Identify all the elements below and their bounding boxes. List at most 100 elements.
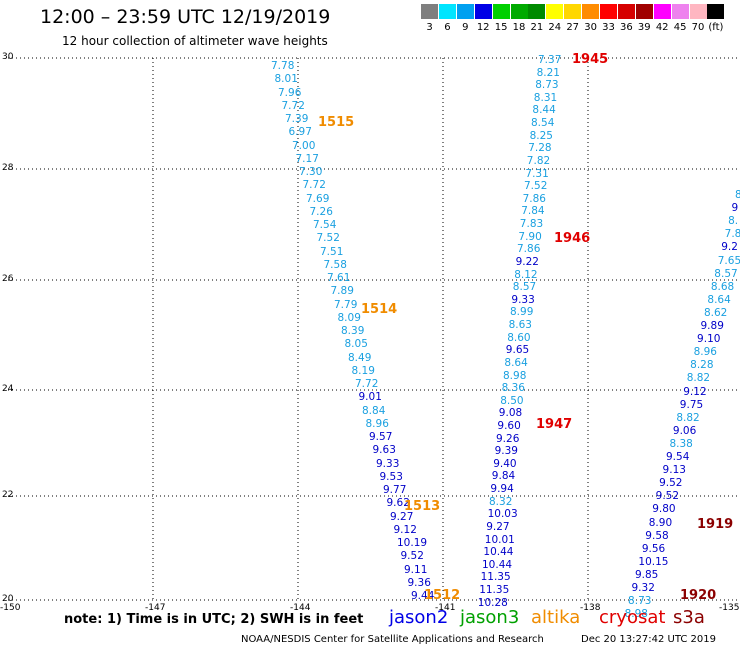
longitude-label: -150 <box>0 603 21 613</box>
wave-height-value: 6.97 <box>288 126 312 139</box>
wave-height-value: 10.44 <box>482 558 513 571</box>
wave-height-value: 9.40 <box>493 457 517 470</box>
legend-item-s3a: s3a <box>673 607 705 628</box>
latitude-label: 24 <box>2 384 14 394</box>
wave-height-value: 8.31 <box>533 91 558 104</box>
wave-height-value: 9.85 <box>634 568 659 581</box>
wave-height-value: 7.30 <box>299 166 323 178</box>
wave-height-value: 9.89 <box>700 320 724 332</box>
page-subtitle: 12 hour collection of altimeter wave hei… <box>62 34 328 48</box>
scale-label: 70 <box>691 22 705 33</box>
wave-height-value: 7.65 <box>717 254 740 267</box>
pass-time-label: 1946 <box>554 231 591 246</box>
scale-swatch <box>671 4 689 19</box>
latitude-label: 26 <box>2 274 14 284</box>
wave-height-value: 8.64 <box>504 356 528 369</box>
wave-height-value: 9.77 <box>383 484 407 496</box>
wave-height-value: 10.19 <box>397 537 428 549</box>
wave-height-value: 7.58 <box>323 258 347 271</box>
wave-height-value: 9.27 <box>390 510 414 523</box>
latitude-label: 30 <box>2 52 14 62</box>
wave-height-value: 8. <box>728 215 739 228</box>
wave-height-value: 9.52 <box>655 490 680 503</box>
wave-height-value: 9.32 <box>631 582 655 594</box>
wave-height-value: 9.06 <box>672 424 697 437</box>
scale-label: 30 <box>584 22 597 33</box>
footer-timestamp: Dec 20 13:27:42 UTC 2019 <box>581 634 716 645</box>
wave-height-value: 7.17 <box>295 152 319 165</box>
wave-height-value: 7.84 <box>521 205 545 218</box>
scale-swatch <box>600 4 617 19</box>
wave-height-value: 11.35 <box>479 584 510 597</box>
scale-swatch <box>617 4 635 19</box>
wave-height-value: 7.39 <box>285 113 309 125</box>
pass-time-label: 1945 <box>572 52 609 67</box>
pass-time-label: 1513 <box>404 499 441 514</box>
scale-swatch <box>546 4 564 19</box>
wave-height-value: 9.01 <box>358 391 382 404</box>
longitude-label: -138 <box>580 603 601 613</box>
wave-height-value: 9.12 <box>393 523 417 536</box>
wave-height-value: 8.99 <box>510 306 534 319</box>
scale-swatch <box>689 4 707 19</box>
wave-height-value: 8.84 <box>362 404 386 417</box>
scale-swatch <box>421 4 438 19</box>
wave-height-value: 9.52 <box>400 550 424 563</box>
wave-height-value: 9.58 <box>645 529 669 542</box>
latitude-label: 20 <box>2 594 14 604</box>
wave-height-value: 8.01 <box>274 73 298 86</box>
wave-height-value: 8.64 <box>707 293 731 306</box>
wave-height-value: 7.52 <box>524 180 548 193</box>
wave-height-value: 7.86 <box>517 243 541 256</box>
wave-height-value: 9.80 <box>652 503 676 516</box>
wave-height-value: 9.26 <box>496 432 520 445</box>
scale-swatch <box>582 4 600 19</box>
scale-swatch <box>438 4 456 19</box>
scale-swatch <box>635 4 653 19</box>
wave-height-value: 9 <box>731 202 739 215</box>
wave-height-value: 9.10 <box>697 333 721 346</box>
scale-label: 33 <box>602 22 615 33</box>
wave-height-value: 8.28 <box>690 359 714 372</box>
scale-swatch <box>528 4 546 19</box>
pass-time-label: 1920 <box>680 588 717 603</box>
scale-swatch <box>492 4 510 19</box>
wave-height-value: 7.69 <box>306 192 330 205</box>
scale-swatch <box>653 4 671 19</box>
wave-height-value: 7.78 <box>271 60 295 72</box>
wave-height-value: 8.36 <box>501 382 525 395</box>
scale-swatch <box>474 4 492 19</box>
wave-height-value: 10.15 <box>638 555 669 568</box>
wave-height-value: 10.44 <box>483 546 514 559</box>
wave-height-value: 8.50 <box>500 394 524 407</box>
longitude-label: -141 <box>435 603 456 613</box>
wave-height-value: 11.35 <box>480 571 511 584</box>
scale-swatch <box>707 4 725 19</box>
longitude-label: -144 <box>290 603 311 613</box>
wave-height-value: 8.96 <box>365 417 389 430</box>
scale-label: 3 <box>426 22 433 33</box>
wave-height-value: 7.72 <box>302 179 326 192</box>
wave-height-value: 7.37 <box>538 54 562 66</box>
wave-height-value: 8.05 <box>344 338 368 351</box>
wave-height-value: 8.62 <box>703 306 728 319</box>
wave-height-value: 7.83 <box>519 218 544 231</box>
wave-height-value: 10.03 <box>487 508 518 521</box>
wave-height-value: 8.09 <box>337 311 361 324</box>
wave-height-value: 7.00 <box>292 139 316 152</box>
latitude-label: 22 <box>2 490 14 500</box>
scale-label: 15 <box>494 22 508 33</box>
wave-height-value: 7.90 <box>518 230 542 243</box>
note-text: note: 1) Time is in UTC; 2) SWH is in fe… <box>64 612 364 627</box>
wave-height-value: 7.89 <box>330 285 354 298</box>
wave-height-value: 8.98 <box>624 608 648 621</box>
latitude-label: 28 <box>2 163 14 173</box>
wave-height-value: 7.72 <box>281 99 305 112</box>
wave-height-value: 9.08 <box>498 407 523 420</box>
wave-height-value: 9.36 <box>407 576 431 589</box>
wave-height-value: 8.57 <box>714 267 738 280</box>
wave-height-value: 8.32 <box>489 495 513 508</box>
wave-height-value: 9.63 <box>372 444 396 457</box>
scale-label: 21 <box>530 22 544 33</box>
pass-time-label: 1514 <box>361 302 398 317</box>
